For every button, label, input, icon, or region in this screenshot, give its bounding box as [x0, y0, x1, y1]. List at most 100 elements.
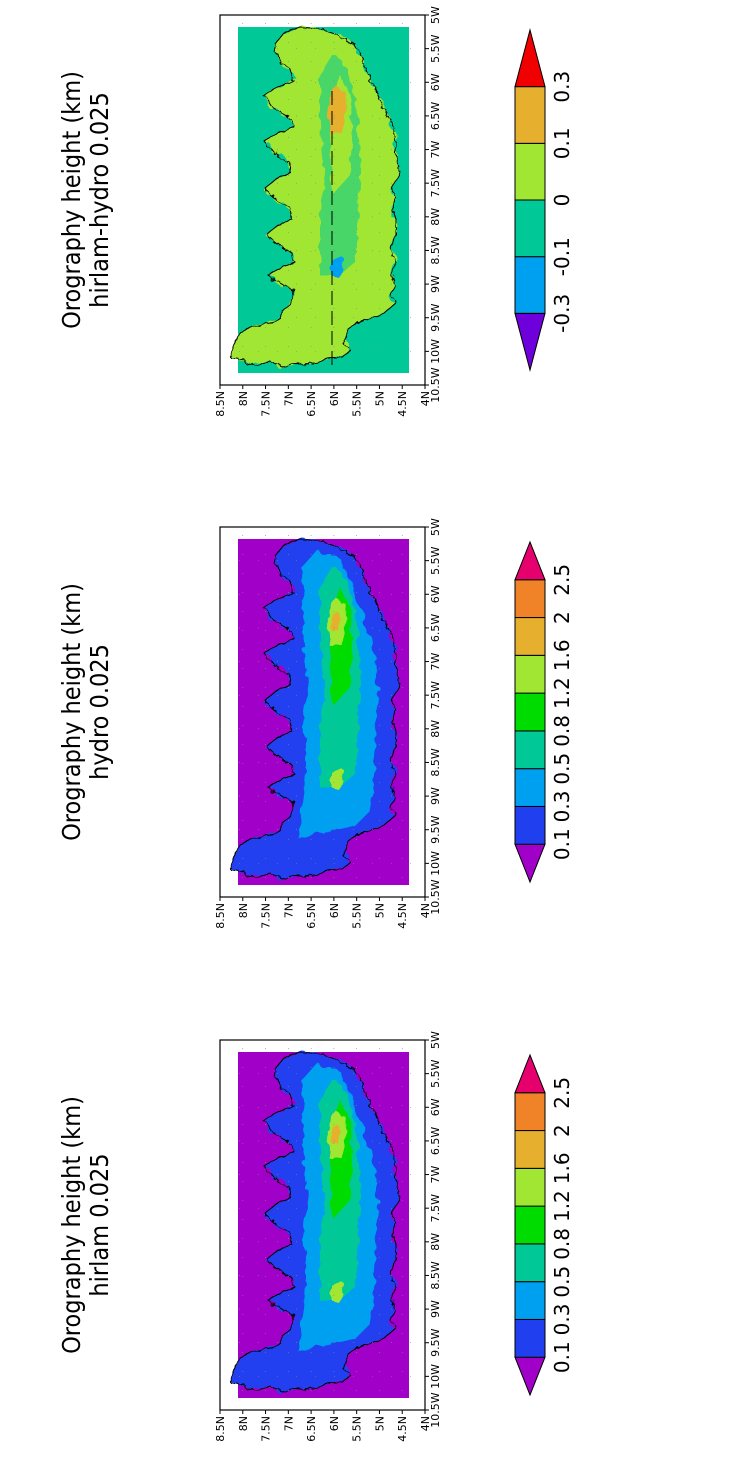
lon-tick-label: 6W — [429, 1098, 442, 1116]
panel-title: Orography height (km) — [57, 1096, 86, 1354]
lat-tick-label: 4.5N — [396, 1416, 409, 1442]
lon-tick-label: 10.5W — [429, 367, 442, 402]
lon-tick-label: 5.5W — [429, 546, 442, 574]
colorbar-label: 0.1 — [550, 127, 574, 159]
lon-tick-label: 6.5W — [429, 614, 442, 642]
colorbar-label: 1.2 — [550, 1190, 574, 1222]
lon-tick-label: 7.5W — [429, 681, 442, 709]
lon-tick-label: 8W — [429, 1233, 442, 1251]
map-panel-hirlam: 10.5W 10W 9.5W 9W 8.5W 8W 7.5W 7W 6.5W 6W 5.5W 5W 8.… — [57, 1031, 574, 1442]
lon-tick-label: 10W — [429, 1364, 442, 1389]
lat-tick-label: 5.5N — [351, 391, 364, 417]
colorbar-arrow-high — [514, 28, 546, 88]
lon-tick-label: 10.5W — [429, 879, 442, 914]
lat-tick-label: 8N — [237, 391, 250, 406]
colorbar-label: 0.5 — [550, 1266, 574, 1298]
colorbar-bin — [514, 579, 546, 619]
lat-tick-label: 6.5N — [305, 1416, 318, 1442]
colorbar-label: -0.1 — [550, 237, 574, 276]
land-field — [230, 539, 400, 879]
lat-tick-label: 7.5N — [260, 903, 273, 929]
lat-tick-label: 8.5N — [214, 1416, 227, 1442]
colorbar-label: 2.5 — [550, 1077, 574, 1109]
lon-tick-label: 10.5W — [429, 1392, 442, 1427]
colorbar-bin — [514, 86, 546, 144]
colorbar-arrow-high — [514, 540, 546, 581]
lat-tick-label: 7N — [282, 391, 295, 406]
colorbar-bin — [514, 199, 546, 258]
lat-tick-label: 5N — [373, 1416, 386, 1431]
lon-tick-label: 7W — [429, 140, 442, 158]
lon-tick-label: 9.5W — [429, 303, 442, 331]
lat-tick-label: 5.5N — [351, 1416, 364, 1442]
lon-tick-label: 6.5W — [429, 102, 442, 130]
panel-title: Orography height (km) — [57, 71, 86, 329]
lat-tick-label: 4.5N — [396, 391, 409, 417]
panel-subtitle: hirlam-hydro 0.025 — [85, 92, 114, 308]
lon-tick-label: 9.5W — [429, 1328, 442, 1356]
lon-tick-label: 8.5W — [429, 236, 442, 264]
lat-tick-label: 6.5N — [305, 391, 318, 417]
colorbar-bin — [514, 1318, 546, 1358]
lon-tick-label: 6W — [429, 73, 442, 91]
colorbar-label: 2 — [550, 1124, 574, 1137]
colorbar-label: 2.5 — [550, 564, 574, 596]
colorbar-bin — [514, 1281, 546, 1320]
lon-tick-label: 5.5W — [429, 1059, 442, 1087]
colorbar-bin — [514, 1243, 546, 1283]
colorbar-bin — [514, 142, 546, 201]
lon-tick-label: 7.5W — [429, 169, 442, 197]
colorbar-arrow-high — [514, 1053, 546, 1094]
colorbar-bin — [514, 617, 546, 656]
colorbar-label: 1.2 — [550, 677, 574, 709]
colorbar-label: 0.1 — [550, 1341, 574, 1373]
colorbar-label: 0.8 — [550, 715, 574, 747]
colorbar: 0.1 0.3 0.5 0.8 1.2 1.6 2 2.5 — [514, 540, 574, 884]
lon-tick-label: 7.5W — [429, 1194, 442, 1222]
lat-tick-label: 4N — [419, 1416, 432, 1431]
lat-tick-label: 5N — [373, 903, 386, 918]
lat-tick-label: 6N — [328, 1416, 341, 1431]
lat-tick-label: 7.5N — [260, 391, 273, 417]
lat-tick-label: 5.5N — [351, 903, 364, 929]
colorbar: -0.3 -0.1 0 0.1 0.3 — [514, 28, 574, 372]
map-panel-hydro: 10.5W 10W 9.5W 9W 8.5W 8W 7.5W 7W 6.5W 6W 5.5W 5W 8.… — [57, 518, 574, 929]
lat-tick-label: 4.5N — [396, 903, 409, 929]
colorbar-bin — [514, 730, 546, 770]
colorbar-label: -0.3 — [550, 294, 574, 333]
colorbar-label: 0.3 — [550, 791, 574, 823]
colorbar-bin — [514, 1130, 546, 1169]
colorbar-label: 1.6 — [550, 639, 574, 671]
lon-tick-label: 8W — [429, 720, 442, 738]
colorbar-arrow-low — [514, 312, 546, 372]
colorbar-bin — [514, 1205, 546, 1245]
colorbar-arrow-low — [514, 1356, 546, 1397]
lon-tick-label: 5W — [429, 6, 442, 24]
lon-tick-label: 9W — [429, 787, 442, 805]
colorbar-label: 0.5 — [550, 753, 574, 785]
lon-tick-label: 8.5W — [429, 748, 442, 776]
lat-tick-label: 5N — [373, 391, 386, 406]
land-field — [230, 1052, 400, 1392]
lat-tick-label: 4N — [419, 391, 432, 406]
lat-tick-label: 7.5N — [260, 1416, 273, 1442]
lat-tick-label: 7N — [282, 903, 295, 918]
colorbar-label: 2 — [550, 611, 574, 624]
colorbar-label: 0.3 — [550, 71, 574, 103]
panel-subtitle: hydro 0.025 — [85, 644, 114, 780]
coastline — [229, 26, 401, 368]
lon-tick-label: 5.5W — [429, 34, 442, 62]
lon-tick-label: 10W — [429, 851, 442, 876]
lon-tick-label: 9.5W — [429, 815, 442, 843]
lon-tick-label: 7W — [429, 1165, 442, 1183]
lon-tick-label: 9W — [429, 1300, 442, 1318]
lon-tick-label: 8.5W — [429, 1261, 442, 1289]
colorbar-bin — [514, 654, 546, 694]
lon-tick-label: 9W — [429, 275, 442, 293]
lat-tick-label: 7N — [282, 1416, 295, 1431]
colorbar-label: 0 — [550, 194, 574, 207]
colorbar: 0.1 0.3 0.5 0.8 1.2 1.6 2 2.5 — [514, 1053, 574, 1397]
colorbar-label: 0.1 — [550, 828, 574, 860]
colorbar-label: 1.6 — [550, 1152, 574, 1184]
